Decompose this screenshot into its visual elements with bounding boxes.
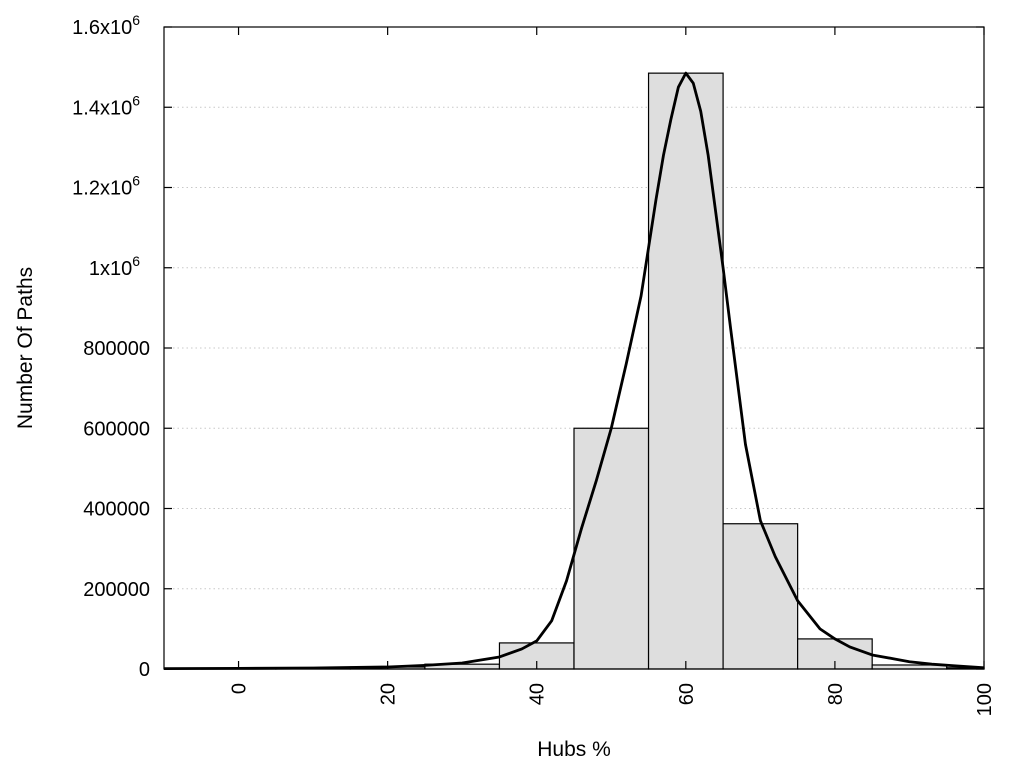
y-tick-label-4: 800000	[83, 338, 150, 360]
y-tick-exponent-5: 6	[132, 253, 140, 269]
y-tick-label-1: 200000	[83, 579, 150, 601]
x-tick-label-2: 40	[527, 683, 549, 705]
y-tick-label-6: 1.2x106	[72, 173, 140, 200]
y-tick-label-7: 1.4x106	[72, 92, 140, 119]
y-tick-label-2: 400000	[83, 499, 150, 521]
fit-curve-group	[163, 71, 985, 670]
y-tick-exponent-8: 6	[132, 12, 140, 28]
histogram-bars	[200, 72, 985, 670]
fit-curve	[163, 71, 985, 670]
x-axis-ticks: 0 20 40 60 80 100	[229, 27, 996, 716]
bar-50	[573, 427, 650, 670]
x-tick-label-3: 60	[676, 683, 698, 705]
y-tick-exponent-6: 6	[132, 173, 140, 189]
y-axis-title: Number Of Paths	[14, 267, 37, 429]
x-axis-title: Hubs %	[537, 738, 611, 761]
bar-70	[722, 523, 799, 670]
y-tick-label-0: 0	[139, 659, 150, 681]
y-tick-label-8: 1.6x106	[72, 12, 140, 39]
y-tick-exponent-7: 6	[132, 92, 140, 108]
bar-60	[647, 72, 724, 670]
x-tick-label-5: 100	[974, 683, 996, 716]
x-tick-label-4: 80	[825, 683, 847, 705]
y-tick-label-3: 600000	[83, 418, 150, 440]
y-axis-ticks: 0 200000 400000 600000 800000 1x106 1.2x106 1.4…	[72, 12, 984, 681]
x-tick-label-1: 20	[378, 683, 400, 705]
x-tick-label-0: 0	[229, 683, 251, 694]
y-tick-label-5: 1x106	[89, 253, 140, 280]
